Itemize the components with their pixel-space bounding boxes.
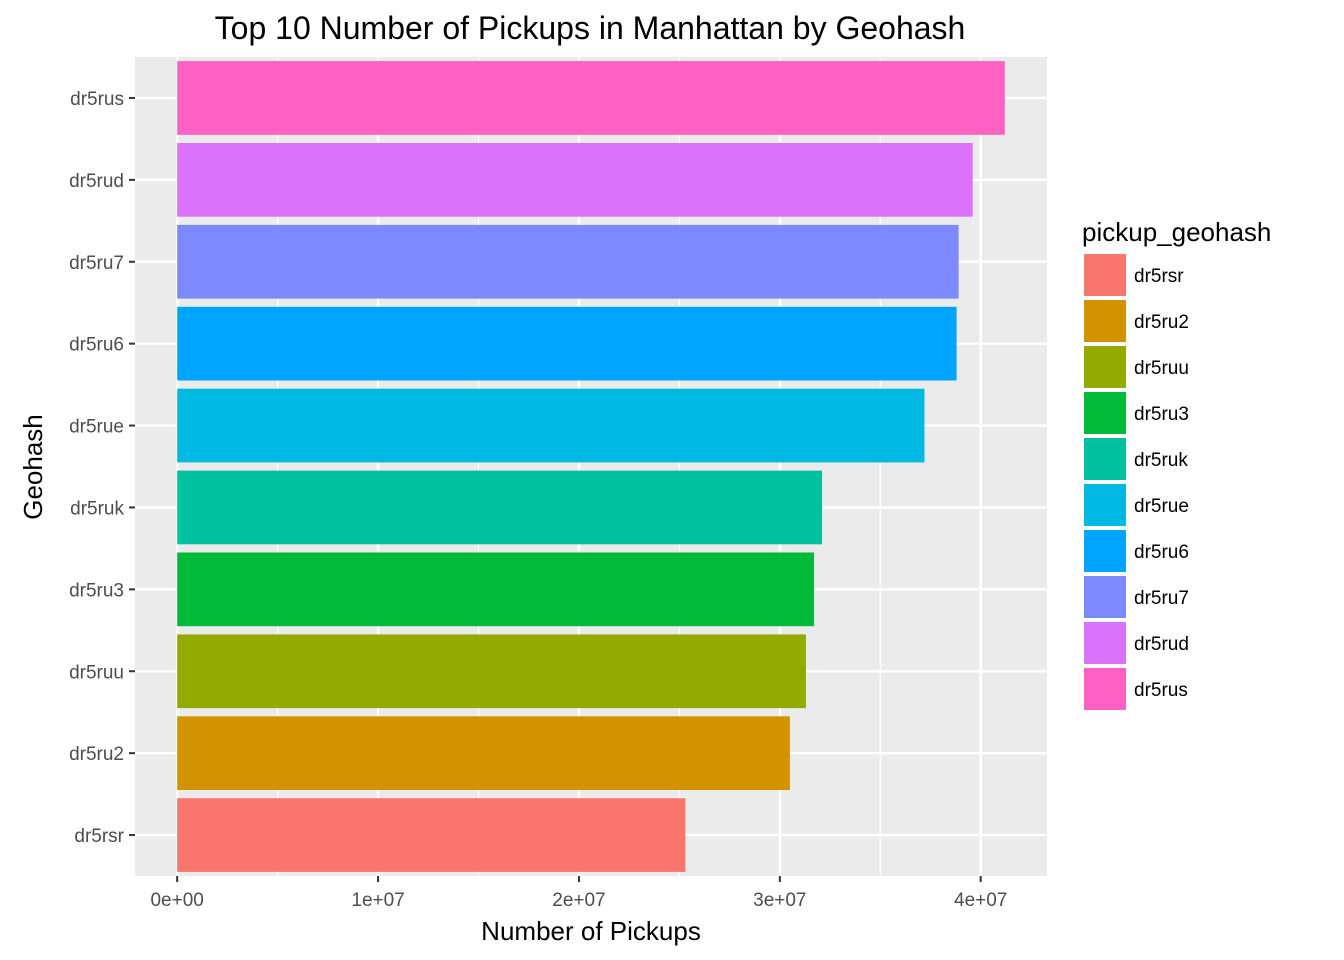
legend-label: dr5rsr [1134, 266, 1184, 287]
chart-title: Top 10 Number of Pickups in Manhattan by… [215, 10, 966, 46]
x-axis-title: Number of Pickups [481, 916, 701, 946]
bars [177, 61, 1005, 872]
legend-swatch-dr5ruu [1084, 346, 1126, 388]
y-tick-label: dr5rus [70, 89, 124, 110]
x-tick-label: 0e+00 [150, 890, 203, 911]
legend-label: dr5ruu [1134, 358, 1189, 379]
bar-dr5rud [177, 142, 973, 217]
x-tick-label: 3e+07 [753, 890, 806, 911]
legend-swatch-dr5ru6 [1084, 530, 1126, 572]
y-tick-label: dr5rud [69, 171, 124, 192]
bar-dr5ru2 [177, 716, 790, 791]
legend-swatch-dr5rsr [1084, 254, 1126, 296]
x-tick-label: 1e+07 [351, 890, 404, 911]
legend-label: dr5ru6 [1134, 542, 1189, 563]
y-tick-label: dr5ru7 [69, 253, 124, 274]
legend-label: dr5ruk [1134, 450, 1188, 471]
bar-dr5rsr [177, 798, 686, 872]
legend-title: pickup_geohash [1082, 217, 1271, 247]
bar-dr5ruu [177, 634, 806, 709]
legend-swatch-dr5ru7 [1084, 576, 1126, 618]
legend-label: dr5ru3 [1134, 404, 1189, 425]
y-tick-label: dr5ru3 [69, 580, 124, 601]
y-tick-label: dr5ruk [70, 498, 124, 519]
legend-swatch-dr5ru2 [1084, 300, 1126, 342]
y-tick-label: dr5ru6 [69, 335, 124, 356]
legend-label: dr5rud [1134, 634, 1189, 655]
legend-swatch-dr5ruk [1084, 438, 1126, 480]
bar-dr5ru6 [177, 306, 957, 381]
legend-label: dr5ru7 [1134, 588, 1189, 609]
y-tick-label: dr5rsr [74, 826, 124, 847]
y-axis-title: Geohash [18, 414, 48, 520]
bar-dr5rue [177, 388, 925, 463]
bar-dr5ru3 [177, 552, 814, 627]
x-axis: 0e+00 1e+07 2e+07 3e+07 4e+07 [150, 876, 1007, 911]
legend-label: dr5rue [1134, 496, 1189, 517]
legend-swatch-dr5rue [1084, 484, 1126, 526]
legend: pickup_geohash dr5rsrdr5ru2dr5ruudr5ru3d… [1082, 217, 1271, 710]
y-tick-label: dr5ruu [69, 662, 124, 683]
x-tick-label: 2e+07 [552, 890, 605, 911]
legend-label: dr5rus [1134, 680, 1188, 701]
y-tick-label: dr5ru2 [69, 744, 124, 765]
bar-dr5ruk [177, 470, 823, 545]
y-axis: dr5rsr dr5ru2 dr5ruu dr5ru3 dr5ruk dr5rue dr5r… [69, 89, 135, 847]
bar-dr5ru7 [177, 224, 959, 299]
y-tick-label: dr5rue [69, 417, 124, 438]
bar-dr5rus [177, 61, 1005, 135]
legend-label: dr5ru2 [1134, 312, 1189, 333]
legend-swatch-dr5ru3 [1084, 392, 1126, 434]
legend-swatch-dr5rud [1084, 622, 1126, 664]
x-tick-label: 4e+07 [954, 890, 1007, 911]
legend-items: dr5rsr dr5ru2 dr5ruu dr5ru3 dr5ruk dr5rue dr5r… [1084, 254, 1189, 710]
legend-swatch-dr5rus [1084, 668, 1126, 710]
